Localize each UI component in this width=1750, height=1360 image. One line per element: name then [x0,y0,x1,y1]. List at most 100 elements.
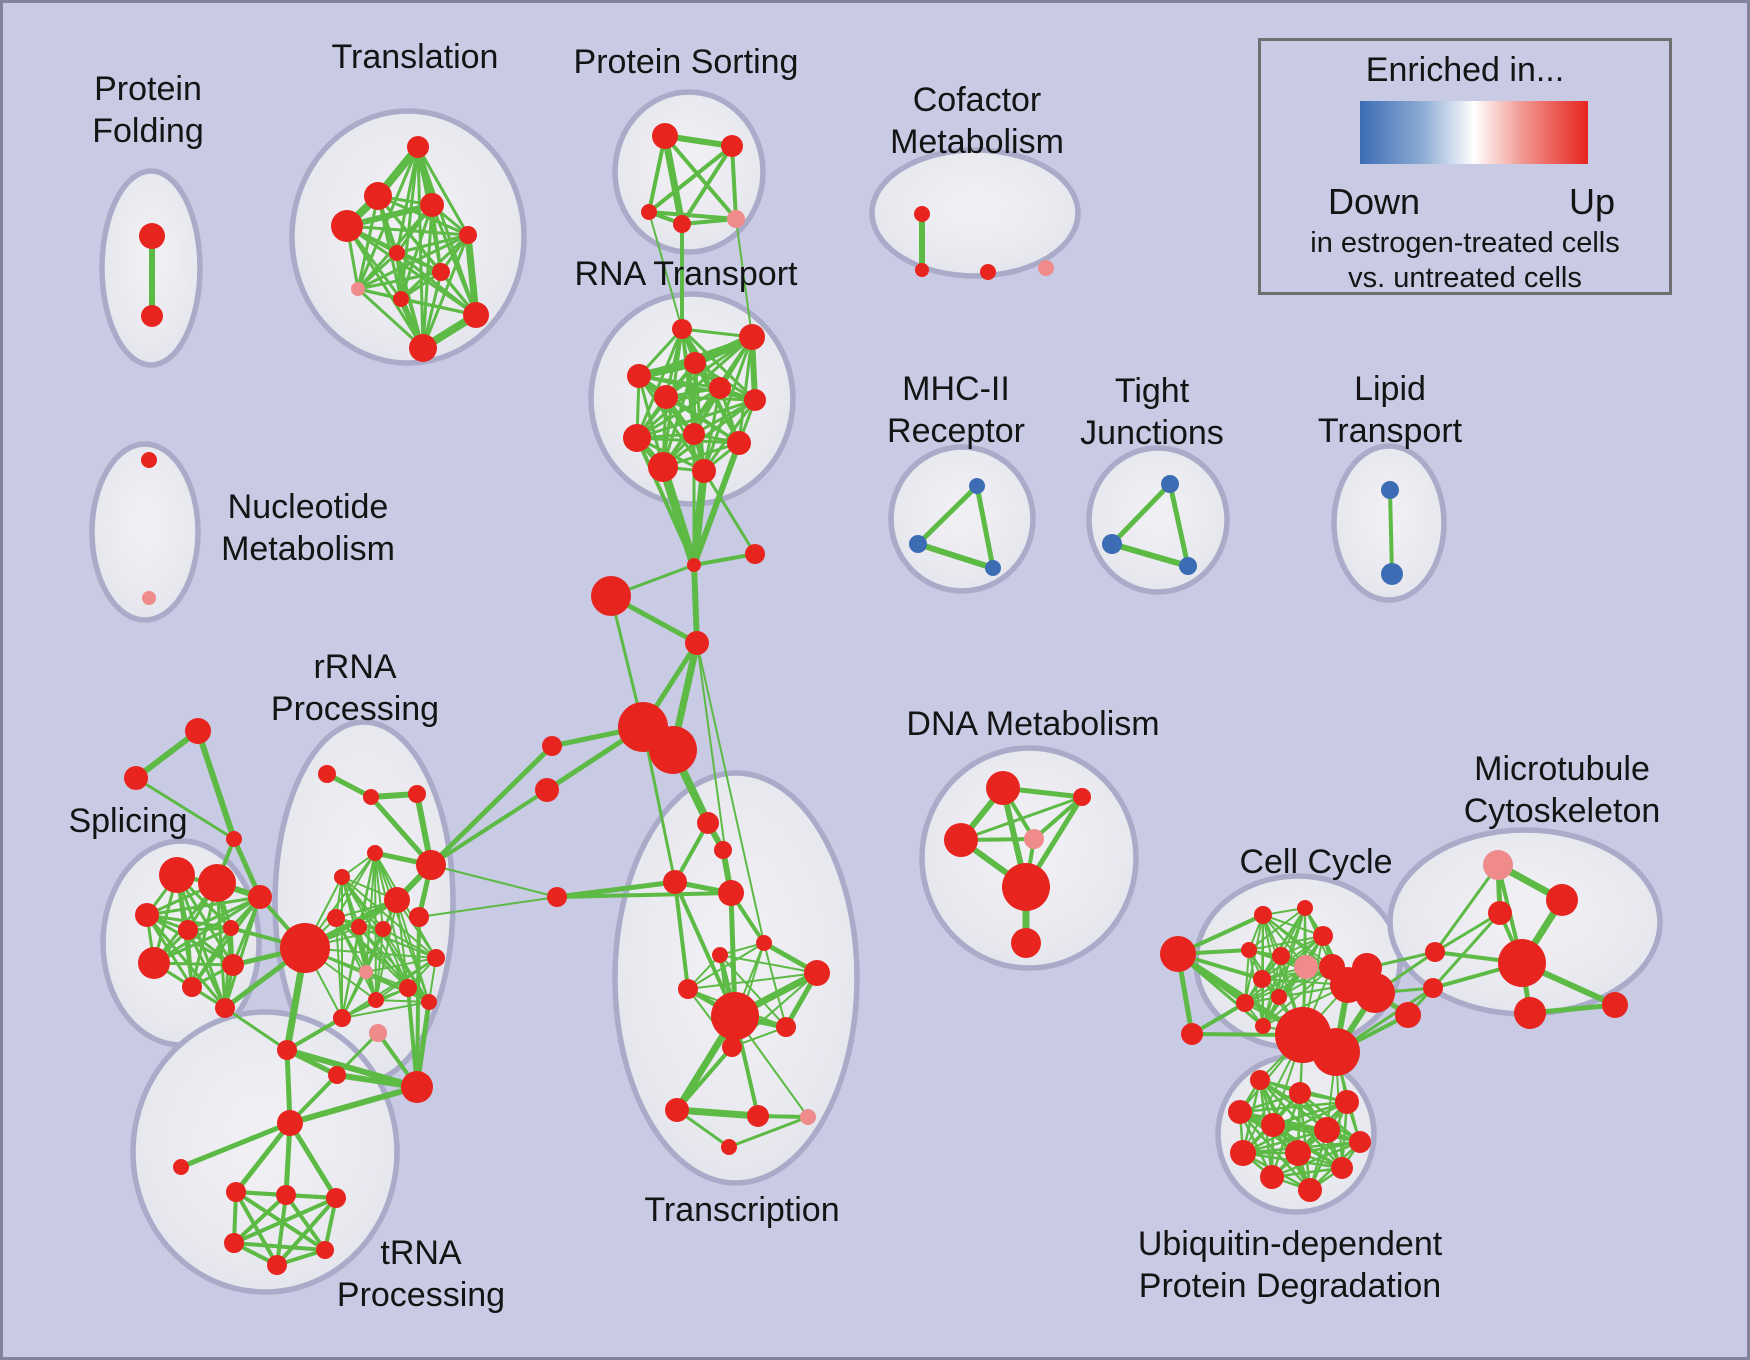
gene-set-node [1230,1140,1256,1166]
gene-set-node [714,841,732,859]
gene-set-node [359,965,373,979]
gene-set-node [547,887,567,907]
mesh-edge [730,144,738,221]
mesh-edge [375,928,384,1001]
mesh-edge [345,224,470,237]
gene-set-node [652,123,678,149]
mesh-edge [687,972,818,990]
enrichment-edge [641,725,677,884]
cluster-label-layer: Protein Folding Translation Protein Sorting… [68,38,1660,1314]
mesh-edge [395,251,478,317]
enrichment-edge [635,436,696,567]
enrichment-edge [661,132,686,228]
enrichment-edge [1433,863,1500,954]
mesh-edge [737,335,754,445]
gene-set-node [1546,884,1578,916]
gene-set-node [432,263,450,281]
enrichment-edge [648,211,683,330]
cluster-label-mhc-ii-receptor: MHC-II [902,370,1010,408]
gene-set-node [318,765,336,783]
gene-set-node [1312,1028,1360,1076]
gene-set-node [800,1109,816,1125]
mesh-edge [635,327,684,440]
enrichment-edge [555,891,733,899]
gene-set-node [727,210,745,228]
gene-set-node [623,424,651,452]
gene-set-node [914,206,930,222]
enrichment-edge [673,1106,762,1120]
enrichment-edge [1109,541,1191,569]
gene-set-node [1271,989,1287,1005]
gene-set-node [198,864,236,902]
mesh-edge [382,928,437,959]
mesh-edge [223,895,262,1010]
gene-set-node [1102,534,1122,554]
gene-set-node [409,907,429,927]
gene-set-node [226,831,242,847]
mesh-edge [395,233,470,255]
cluster-label-cofactor-metabolism: Cofactor [913,81,1042,119]
cluster-label-rrna-processing: Processing [271,690,439,728]
gene-set-node [1314,1117,1340,1143]
gene-set-node [1381,481,1399,499]
enrichment-edge [735,218,753,338]
gene-set-node [1255,1018,1271,1034]
cluster-label-ubiquitin-degradation: Ubiquitin-dependent [1138,1225,1443,1263]
enrichment-edge [233,1120,293,1195]
enrichment-edge [915,541,996,571]
gene-set-node [654,385,678,409]
mesh-edge [365,957,437,973]
gene-set-node [756,935,772,951]
enrichment-edge [675,1045,734,1112]
gene-set-node [980,264,996,280]
gene-set-node [124,766,148,790]
enrichment-edge [727,1115,810,1149]
gene-set-node [969,478,985,494]
mesh-edge [637,374,757,402]
gene-set-node [673,215,691,233]
gene-set-node [368,992,384,1008]
mesh-edge [356,194,380,291]
gene-set-node [1024,829,1044,849]
mesh-edge [1248,907,1306,951]
gene-set-node [1011,928,1041,958]
gene-set-node [776,1017,796,1037]
gene-set-node [139,223,165,249]
gene-set-node [1355,973,1395,1013]
gene-set-node [351,282,365,296]
mesh-edge [396,899,430,1003]
mesh-edge [382,928,430,1003]
mesh-edge [663,134,738,221]
enrichment-edge [429,788,549,867]
legend-box: Enriched in... Down Up in estrogen-treat… [1258,38,1672,295]
gene-set-node [407,136,429,158]
enrichment-edge [554,879,678,900]
cluster-label-tight-junctions: Tight [1115,372,1190,410]
mesh-edge [232,1241,327,1252]
gene-set-node [542,736,562,756]
mesh-edge [416,145,470,237]
gene-set-node [334,869,350,885]
gene-set-node [1395,1002,1421,1028]
gene-set-node [711,992,759,1040]
mesh-edge [763,942,787,1028]
mesh-edge [374,852,384,930]
enrichment-edge [1109,481,1173,547]
enrichment-edge [673,880,690,991]
legend-up-label: Up [1568,181,1616,222]
enrichment-edge [1167,481,1191,569]
gene-set-node [641,204,657,220]
gene-set-node [369,1024,387,1042]
gene-set-node [463,302,489,328]
gene-set-node [1349,1131,1371,1153]
mesh-edge [145,913,194,989]
enrichment-edge [691,562,700,646]
gene-set-node [722,1037,742,1057]
gene-set-node [683,423,705,445]
gene-set-node [627,364,651,388]
gene-set-node [678,979,698,999]
gene-set-node [1241,942,1257,958]
gene-set-node [1261,1113,1285,1137]
enrichment-edge [1032,795,1084,841]
enrichment-edge [464,231,480,319]
